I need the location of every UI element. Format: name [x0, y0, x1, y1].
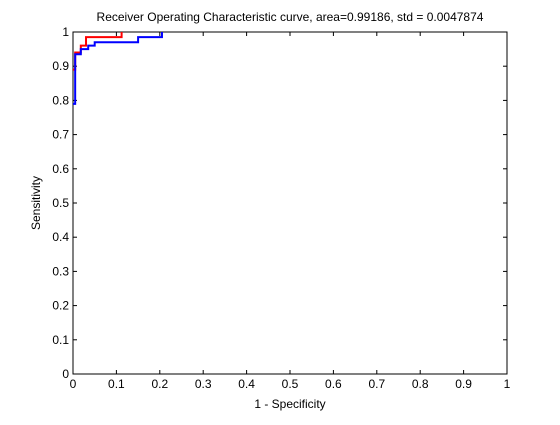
x-axis-label: 1 - Specificity [254, 397, 325, 411]
x-tick-label: 0.8 [412, 377, 429, 391]
x-tick-label: 0.3 [195, 377, 212, 391]
y-tick-label: 0.4 [52, 230, 69, 244]
y-tick-label: 0.2 [52, 299, 69, 313]
y-tick-label: 0.8 [52, 93, 69, 107]
y-tick-label: 1 [62, 25, 69, 39]
x-tick-label: 0 [70, 377, 77, 391]
x-tick-label: 0.2 [151, 377, 168, 391]
chart-title: Receiver Operating Characteristic curve,… [97, 10, 484, 24]
axes-box [72, 31, 508, 375]
x-tick-label: 1 [504, 377, 511, 391]
y-tick-label: 0.6 [52, 162, 69, 176]
y-tick-label: 0.7 [52, 128, 69, 142]
x-tick-label: 0.1 [108, 377, 125, 391]
y-axis-label: Sensitivity [29, 176, 43, 230]
y-tick-label: 0.5 [52, 196, 69, 210]
y-tick-label: 0 [62, 367, 69, 381]
series-line-2 [73, 32, 163, 105]
y-tick-label: 0.1 [52, 333, 69, 347]
x-tick-label: 0.9 [455, 377, 472, 391]
plot-area: 0 0.1 0.2 0.3 0.4 0.5 0.6 0.7 0.8 0.9 1 0 0.1 0.2 0.3 0… [52, 25, 510, 391]
y-tick-label: 0.3 [52, 264, 69, 278]
x-tick-label: 0.6 [325, 377, 342, 391]
x-tick-label: 0.5 [282, 377, 299, 391]
x-tick-label: 0.4 [238, 377, 255, 391]
x-tick-label: 0.7 [368, 377, 385, 391]
y-tick-label: 0.9 [52, 59, 69, 73]
